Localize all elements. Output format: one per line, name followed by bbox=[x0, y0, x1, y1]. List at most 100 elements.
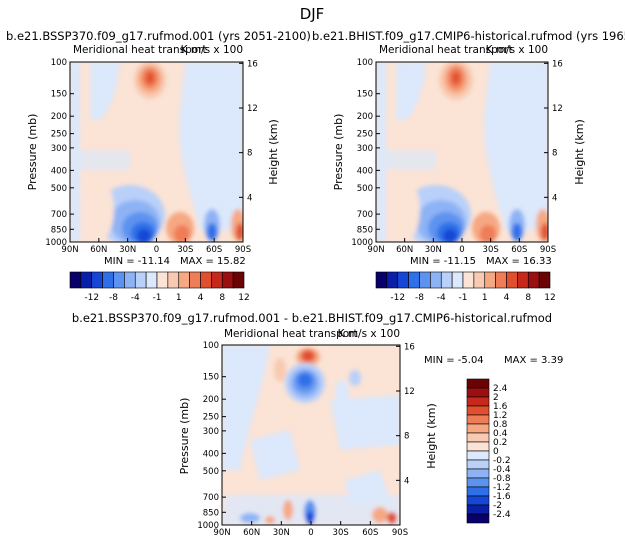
colorbar-label: 12 bbox=[544, 293, 555, 303]
height-tick-label: 12 bbox=[247, 104, 258, 114]
colorbar-label: -2 bbox=[493, 501, 502, 511]
colorbar-box bbox=[462, 271, 475, 289]
colorbar-box bbox=[466, 468, 490, 479]
y-tick-label: 400 bbox=[51, 166, 67, 176]
panel-1-subtitle-right: K m/s x 100 bbox=[181, 44, 243, 56]
panel-3-title: b.e21.BSSP370.f09_g17.rufmod.001 - b.e21… bbox=[72, 311, 552, 325]
colorbar-box bbox=[466, 477, 490, 488]
colorbar-label: -0.2 bbox=[493, 456, 511, 466]
x-tick-label: 60N bbox=[90, 245, 107, 255]
y-tick-label: 1000 bbox=[351, 238, 373, 248]
colorbar-box bbox=[178, 271, 190, 289]
colorbar-label: 1.2 bbox=[493, 411, 507, 421]
colorbar-horizontal-right: -12 -8 -4 -1 1 4 8 12 bbox=[375, 271, 556, 303]
colorbar-label: -2.4 bbox=[493, 510, 511, 520]
panel-1: b.e21.BSSP370.f09_g17.rufmod.001 (yrs 20… bbox=[6, 29, 311, 267]
colorbar-box bbox=[484, 271, 496, 289]
colorbar-box bbox=[386, 271, 399, 289]
colorbar-box bbox=[466, 432, 490, 443]
colorbar-box bbox=[430, 271, 442, 289]
colorbar-label: 12 bbox=[238, 293, 249, 303]
y-tick-label: 700 bbox=[51, 210, 67, 220]
panel-3-max: MAX = 3.39 bbox=[504, 355, 563, 366]
height-tick-label: 4 bbox=[552, 193, 557, 203]
height-tick-label: 16 bbox=[404, 342, 415, 352]
x-tick-label: 30S bbox=[333, 528, 349, 538]
colorbar-label: 0.4 bbox=[493, 429, 508, 439]
colorbar-box bbox=[466, 459, 490, 470]
colorbar-label: 1.6 bbox=[493, 402, 508, 412]
colorbar-label: 1 bbox=[482, 293, 488, 303]
colorbar-box bbox=[145, 271, 158, 289]
colorbar-label: -4 bbox=[437, 293, 446, 303]
colorbar-box bbox=[506, 271, 518, 289]
y-tick-label: 500 bbox=[51, 184, 67, 194]
y-tick-label: 400 bbox=[203, 449, 219, 459]
height-tick-label: 4 bbox=[247, 193, 252, 203]
x-tick-label: 90S bbox=[392, 528, 408, 538]
panel-1-min: MIN = -11.14 bbox=[104, 256, 170, 267]
x-tick-label: 60N bbox=[396, 245, 413, 255]
x-tick-label: 0 bbox=[459, 245, 464, 255]
colorbar-box bbox=[466, 378, 490, 389]
colorbar-box bbox=[466, 486, 490, 497]
x-tick-label: 30N bbox=[425, 245, 442, 255]
panel-2: b.e21.BHIST.f09_g17.CMIP6-historical.ruf… bbox=[312, 29, 625, 267]
panel-3-subtitle-left: Meridional heat transport bbox=[224, 328, 358, 340]
colorbar-box bbox=[466, 504, 490, 515]
colorbar-label: 0.2 bbox=[493, 438, 507, 448]
panel-2-field bbox=[376, 62, 548, 242]
colorbar-box bbox=[440, 271, 453, 289]
colorbar-box bbox=[473, 271, 486, 289]
panel-2-subtitle-left: Meridional heat transport bbox=[379, 44, 513, 56]
panel-1-title: b.e21.BSSP370.f09_g17.rufmod.001 (yrs 20… bbox=[6, 29, 311, 43]
y-tick-label: 400 bbox=[357, 166, 373, 176]
colorbar-box bbox=[466, 513, 490, 524]
x-tick-label: 60S bbox=[206, 245, 222, 255]
y-tick-label: 200 bbox=[203, 395, 219, 405]
colorbar-box bbox=[211, 271, 223, 289]
y-tick-label: 250 bbox=[203, 413, 219, 423]
height-tick-label: 16 bbox=[247, 59, 258, 69]
colorbar-box bbox=[466, 387, 490, 398]
panel-3-ylabel: Pressure (mb) bbox=[178, 398, 191, 475]
colorbar-box bbox=[91, 271, 103, 289]
y-tick-label: 300 bbox=[51, 144, 67, 154]
panel-3-axes: 100 150 200 250 300 400 500 700 850 1000 16 12 8 4 90N… bbox=[197, 341, 414, 538]
y-tick-label: 850 bbox=[51, 225, 67, 235]
colorbar-box bbox=[200, 271, 212, 289]
height-tick-label: 12 bbox=[404, 387, 415, 397]
colorbar-box bbox=[156, 271, 169, 289]
panel-1-axes: 100 150 200 250 300 400 500 700 850 1000 16 12 8 4 90N… bbox=[45, 58, 257, 255]
y-tick-label: 1000 bbox=[197, 521, 219, 531]
y-tick-label: 200 bbox=[51, 112, 67, 122]
x-tick-label: 90N bbox=[213, 528, 230, 538]
colorbar-box bbox=[466, 405, 490, 416]
y-tick-label: 500 bbox=[203, 467, 219, 477]
colorbar-label: -4 bbox=[131, 293, 140, 303]
panel-2-ylabel: Pressure (mb) bbox=[332, 114, 345, 191]
panel-3-field bbox=[222, 345, 400, 525]
colorbar-label: -1 bbox=[459, 293, 468, 303]
colorbar-box bbox=[69, 271, 82, 289]
colorbar-box bbox=[232, 271, 245, 289]
height-tick-label: 16 bbox=[552, 59, 563, 69]
colorbar-label: 1 bbox=[176, 293, 182, 303]
panel-2-title: b.e21.BHIST.f09_g17.CMIP6-historical.ruf… bbox=[312, 29, 625, 43]
colorbar-label: 2 bbox=[493, 393, 499, 403]
x-tick-label: 60S bbox=[511, 245, 527, 255]
colorbar-label: 2.4 bbox=[493, 384, 508, 394]
colorbar-box bbox=[466, 423, 490, 434]
x-tick-label: 60N bbox=[243, 528, 260, 538]
y-tick-label: 150 bbox=[203, 373, 219, 383]
panel-2-ylabel-right: Height (km) bbox=[573, 119, 586, 185]
x-tick-label: 30S bbox=[483, 245, 499, 255]
height-tick-label: 8 bbox=[247, 149, 252, 159]
panel-3: b.e21.BSSP370.f09_g17.rufmod.001 - b.e21… bbox=[72, 311, 563, 538]
panel-2-max: MAX = 16.33 bbox=[486, 256, 552, 267]
colorbar-label: 4 bbox=[504, 293, 510, 303]
colorbar-label: 8 bbox=[525, 293, 531, 303]
panel-3-subtitle-right: K m/s x 100 bbox=[338, 328, 400, 340]
colorbar-label: 4 bbox=[198, 293, 204, 303]
x-tick-label: 30N bbox=[119, 245, 136, 255]
